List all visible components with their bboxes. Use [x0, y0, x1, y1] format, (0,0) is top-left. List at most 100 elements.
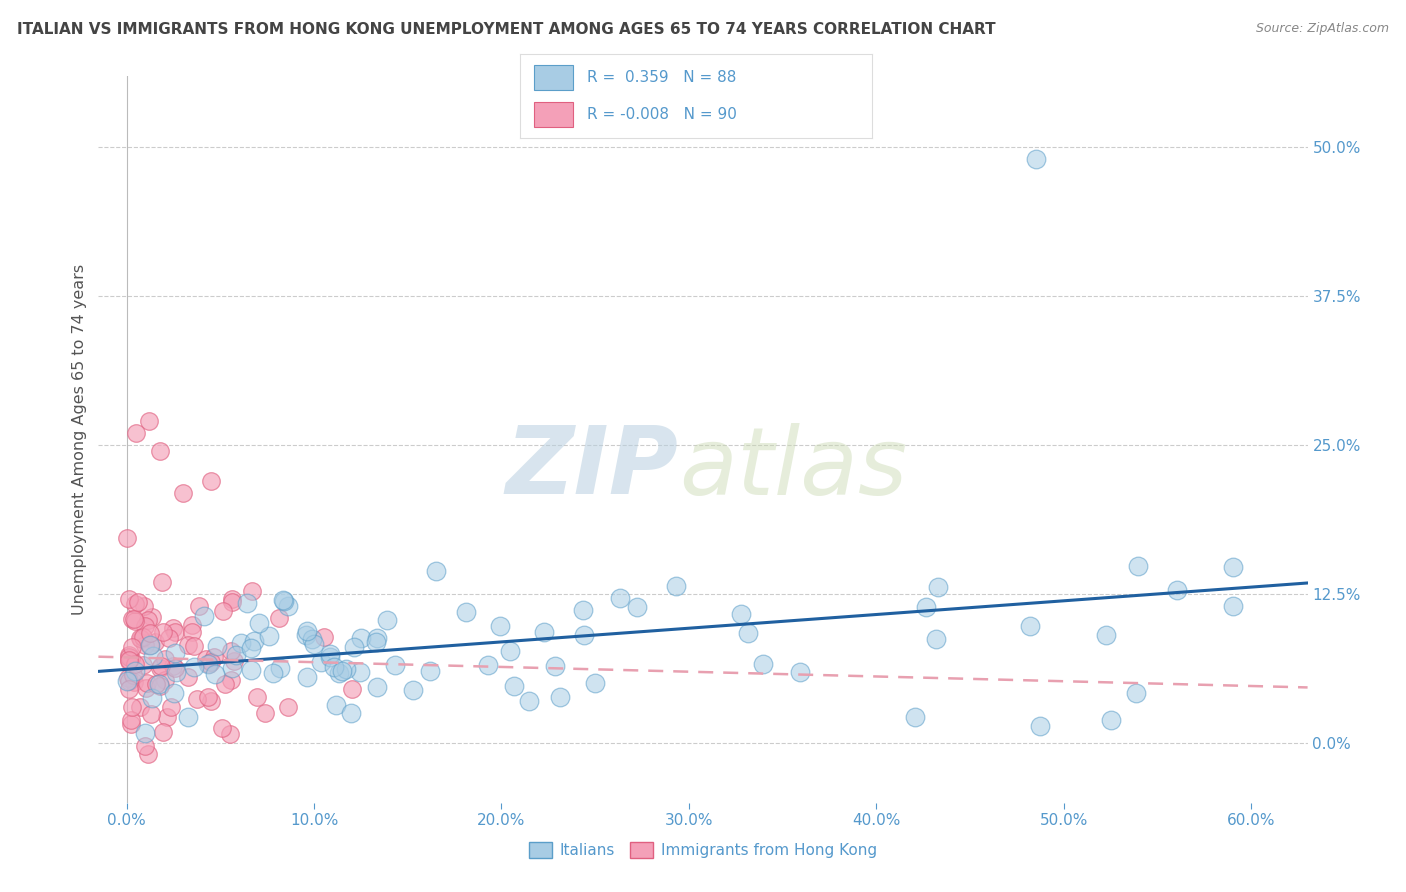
Point [214, 677, 236, 691]
Bar [534, 102, 574, 128]
Point [219, 644, 242, 658]
Point [240, 663, 263, 677]
Point [122, 612, 145, 626]
Point [550, 690, 572, 704]
Point [145, 677, 167, 691]
Point [277, 700, 299, 714]
Point [204, 650, 226, 665]
Point [131, 657, 153, 672]
Point [211, 604, 233, 618]
Point [122, 675, 145, 690]
Point [211, 721, 233, 735]
Point [752, 657, 775, 672]
Point [143, 635, 166, 649]
Text: R =  0.359   N = 88: R = 0.359 N = 88 [588, 70, 737, 85]
Point [183, 660, 205, 674]
Point [156, 710, 179, 724]
Point [221, 661, 243, 675]
Point [626, 600, 648, 615]
Point [730, 607, 752, 622]
Point [134, 638, 156, 652]
Point [789, 665, 811, 680]
Point [301, 632, 323, 647]
Point [117, 650, 139, 665]
Point [163, 646, 186, 660]
Point [1025, 153, 1047, 167]
Point [925, 632, 948, 646]
Point [120, 716, 142, 731]
Point [162, 621, 184, 635]
Point [138, 638, 160, 652]
Point [1028, 719, 1050, 733]
Point [454, 605, 477, 619]
Point [128, 631, 150, 645]
Point [366, 631, 388, 645]
Point [297, 670, 319, 684]
Point [153, 673, 176, 687]
Point [129, 632, 152, 647]
Point [141, 691, 163, 706]
Point [115, 531, 138, 545]
Point [221, 592, 243, 607]
Point [309, 655, 332, 669]
Y-axis label: Unemployment Among Ages 65 to 74 years: Unemployment Among Ages 65 to 74 years [72, 264, 87, 615]
Point [1222, 559, 1244, 574]
Point [176, 710, 198, 724]
Point [195, 651, 218, 665]
Point [125, 426, 148, 441]
Point [134, 726, 156, 740]
Point [138, 414, 160, 428]
Point [236, 596, 259, 610]
Point [198, 657, 221, 671]
Point [148, 677, 170, 691]
Point [124, 664, 146, 678]
Point [583, 676, 606, 690]
Point [115, 674, 138, 689]
Point [240, 583, 263, 598]
Point [120, 651, 142, 665]
Point [204, 667, 226, 681]
Point [162, 659, 184, 673]
Text: ITALIAN VS IMMIGRANTS FROM HONG KONG UNEMPLOYMENT AMONG AGES 65 TO 74 YEARS CORR: ITALIAN VS IMMIGRANTS FROM HONG KONG UNE… [17, 22, 995, 37]
Point [197, 657, 219, 671]
Point [425, 564, 447, 578]
Point [242, 634, 264, 648]
Point [273, 593, 295, 607]
Point [544, 659, 567, 673]
Point [225, 648, 247, 663]
Point [118, 682, 141, 697]
Point [181, 625, 204, 640]
Point [257, 629, 280, 643]
Point [377, 614, 399, 628]
Point [149, 661, 172, 675]
Point [277, 599, 299, 614]
Point [118, 653, 141, 667]
Point [124, 597, 146, 611]
Point [118, 654, 141, 668]
Point [366, 634, 388, 648]
Point [134, 619, 156, 633]
Point [136, 747, 159, 761]
Point [136, 676, 159, 690]
Point [246, 690, 269, 704]
Point [219, 673, 242, 687]
Point [197, 690, 219, 705]
Point [1094, 628, 1116, 642]
Point [295, 628, 318, 642]
Point [499, 644, 522, 658]
Point [149, 679, 172, 693]
Point [737, 626, 759, 640]
Point [117, 672, 139, 686]
Point [120, 713, 142, 727]
Point [153, 652, 176, 666]
Point [157, 631, 180, 645]
Point [340, 681, 363, 696]
Point [571, 603, 593, 617]
Point [118, 592, 141, 607]
Point [141, 610, 163, 624]
Point [200, 474, 222, 488]
Point [221, 595, 243, 609]
Point [122, 668, 145, 682]
Point [139, 706, 162, 721]
Point [1222, 599, 1244, 614]
